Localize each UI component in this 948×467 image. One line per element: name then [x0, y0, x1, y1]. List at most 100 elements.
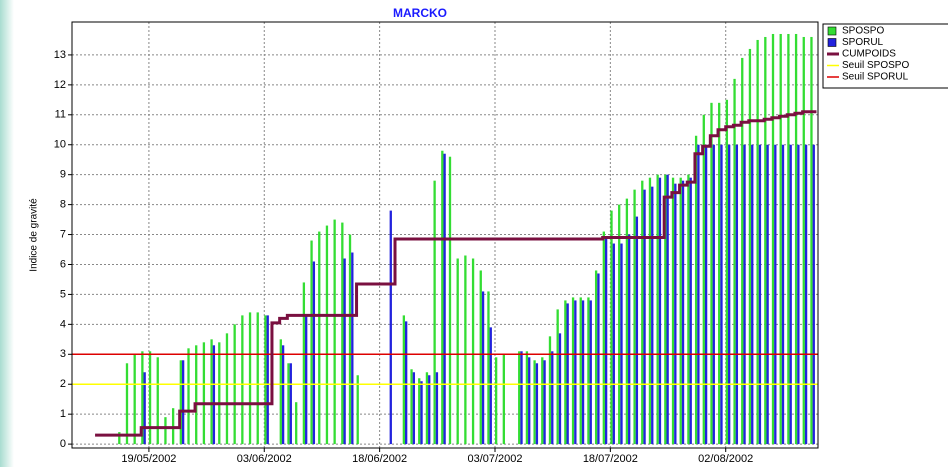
y-tick-label: 3	[60, 348, 66, 360]
bar	[671, 177, 675, 445]
bar	[125, 363, 129, 445]
bar	[464, 255, 467, 445]
bar	[733, 78, 736, 445]
bar	[641, 180, 644, 445]
bar	[702, 114, 705, 445]
bar	[402, 315, 406, 445]
legend-box	[822, 23, 948, 89]
bar	[487, 291, 490, 445]
bar	[766, 144, 769, 445]
bar	[756, 39, 759, 445]
bar	[679, 177, 682, 445]
bar	[674, 183, 677, 445]
bar	[604, 237, 608, 445]
bar	[541, 357, 544, 445]
bar	[566, 303, 569, 445]
bar	[202, 342, 206, 445]
bar	[694, 135, 698, 445]
bar	[781, 144, 785, 445]
bar	[428, 375, 431, 445]
bar	[305, 315, 308, 445]
bar	[264, 315, 267, 445]
bar	[456, 258, 459, 445]
y-tick-label: 13	[54, 49, 66, 61]
bar	[558, 333, 562, 445]
y-tick-label: 7	[60, 228, 66, 240]
bar	[333, 219, 336, 445]
bar	[448, 156, 452, 445]
bar	[574, 300, 577, 445]
bar	[256, 312, 259, 445]
bar	[735, 144, 739, 445]
bar	[410, 369, 413, 445]
y-tick-label: 6	[60, 258, 66, 270]
bar	[548, 336, 552, 445]
bar	[571, 297, 575, 445]
y-tick-label: 12	[54, 79, 66, 91]
bar	[774, 144, 777, 445]
bar	[789, 144, 792, 445]
y-tick-label: 5	[60, 288, 66, 300]
bar	[643, 189, 646, 445]
legend-label: Seuil SPORUL	[842, 72, 909, 83]
y-tick-label: 4	[60, 318, 66, 330]
bar	[318, 231, 321, 445]
bar	[748, 48, 752, 445]
bar	[587, 297, 590, 445]
bar	[425, 372, 429, 445]
legend-label: Seuil SPOSPO	[842, 60, 909, 71]
bar	[618, 204, 621, 445]
bar	[420, 381, 423, 445]
bar	[148, 351, 152, 445]
y-axis-label: Indice de gravité	[29, 198, 40, 272]
bar	[597, 273, 600, 445]
bar	[443, 153, 446, 445]
bar	[556, 309, 559, 445]
bar	[718, 102, 721, 445]
bar	[441, 150, 444, 445]
y-tick-label: 0	[60, 438, 66, 450]
x-tick-label: 19/05/2002	[121, 453, 176, 465]
side-band	[0, 0, 14, 467]
bar	[405, 321, 408, 445]
bar	[520, 351, 523, 445]
bar	[648, 177, 652, 445]
bar	[412, 372, 416, 445]
bar	[212, 345, 216, 445]
bar	[689, 177, 692, 445]
bar	[281, 345, 285, 445]
bar	[248, 312, 252, 445]
plot-border	[71, 21, 819, 449]
bar	[312, 261, 316, 445]
bar	[751, 144, 754, 445]
bar	[771, 33, 775, 445]
y-tick-label: 2	[60, 378, 66, 390]
bar	[589, 300, 592, 445]
bar	[528, 357, 531, 445]
bar	[389, 210, 392, 445]
bar	[741, 57, 744, 445]
bar	[341, 222, 344, 445]
y-tick-label: 10	[54, 139, 66, 151]
legend-swatch	[827, 26, 837, 36]
bar	[710, 102, 713, 445]
bar	[156, 357, 159, 445]
x-tick-label: 03/06/2002	[237, 453, 292, 465]
bar	[225, 333, 229, 445]
bar	[804, 144, 808, 445]
bar	[551, 351, 554, 445]
bar	[712, 144, 715, 445]
bar	[343, 258, 346, 445]
bar	[628, 234, 631, 445]
bar	[518, 351, 521, 445]
bar	[725, 99, 729, 445]
bar	[579, 297, 582, 445]
bar	[666, 174, 669, 445]
bar	[794, 33, 798, 445]
bar	[728, 144, 731, 445]
bar	[181, 360, 185, 445]
bar	[610, 210, 613, 445]
bar	[802, 36, 805, 445]
